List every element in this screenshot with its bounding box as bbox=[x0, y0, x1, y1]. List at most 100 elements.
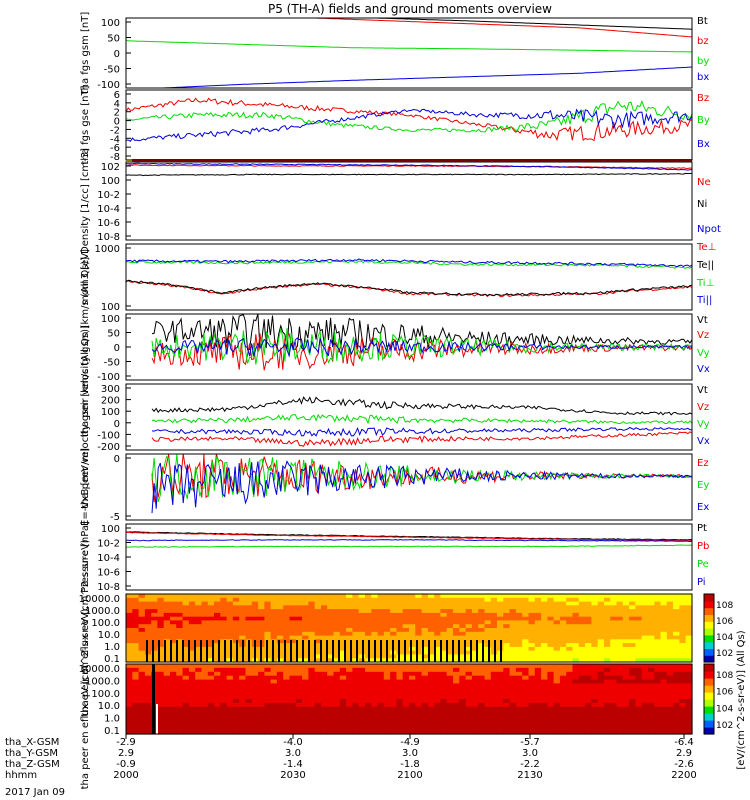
spectrogram-cell bbox=[283, 601, 291, 606]
spectrogram-cell bbox=[465, 691, 473, 696]
spectrogram-cell bbox=[578, 612, 586, 618]
spectrogram-cell bbox=[641, 671, 649, 677]
spectrogram-cell bbox=[673, 646, 680, 652]
spectrogram-cell bbox=[415, 702, 423, 708]
spectrogram-cell bbox=[396, 714, 404, 720]
spectrogram-cell bbox=[616, 702, 624, 708]
spectrogram-cell bbox=[685, 683, 693, 688]
y-axis-label: tha fgs gsm [nT] bbox=[80, 12, 91, 95]
spectrogram-cell bbox=[132, 609, 140, 614]
spectrogram-cell bbox=[170, 664, 177, 669]
spectrogram-cell bbox=[515, 667, 523, 673]
spectrogram-cell bbox=[170, 635, 177, 640]
spectrogram-cell bbox=[559, 718, 567, 723]
spectrogram-cell bbox=[157, 683, 165, 688]
spectrogram-cell bbox=[679, 609, 687, 614]
spectrogram-cell bbox=[597, 718, 605, 723]
spectrogram-cell bbox=[163, 616, 171, 622]
spectrogram-cell bbox=[604, 631, 611, 637]
spectrogram-cell bbox=[654, 675, 662, 681]
spectrogram-cell bbox=[365, 597, 372, 603]
spectrogram-cell bbox=[157, 664, 165, 669]
spectrogram-cell bbox=[591, 714, 599, 720]
spectrogram-cell bbox=[641, 635, 649, 640]
spectrogram-cell bbox=[503, 616, 511, 622]
spectrogram-cell bbox=[648, 710, 655, 716]
spectrogram-cell bbox=[188, 675, 196, 681]
spectrogram-cell bbox=[232, 664, 240, 669]
spectrogram-cell bbox=[446, 654, 454, 659]
spectrogram-cell bbox=[226, 671, 234, 677]
spectrogram-cell bbox=[170, 594, 177, 599]
spectrogram-cell bbox=[289, 594, 297, 599]
y-tick-label: 100 bbox=[101, 407, 120, 418]
spectrogram-cell bbox=[597, 671, 605, 677]
no-data-stripe bbox=[278, 640, 280, 662]
spectrogram-cell bbox=[635, 624, 643, 629]
spectrogram-cell bbox=[547, 605, 555, 610]
spectrogram-cell bbox=[440, 710, 448, 716]
spectrogram-cell bbox=[333, 675, 341, 681]
date-label: 2017 Jan 09 bbox=[5, 787, 65, 798]
spectrogram-cell bbox=[673, 726, 680, 731]
spectrogram-cell bbox=[572, 675, 580, 681]
spectrogram-cell bbox=[339, 706, 347, 712]
spectrogram-cell bbox=[641, 601, 649, 606]
spectrogram-cell bbox=[660, 616, 668, 622]
spectrogram-cell bbox=[610, 687, 618, 692]
spectrogram-cell bbox=[559, 650, 567, 656]
spectrogram-cell bbox=[245, 718, 253, 723]
spectrogram-cell bbox=[629, 594, 636, 599]
spectrogram-cell bbox=[170, 679, 177, 685]
spectrogram-cell bbox=[641, 628, 649, 633]
spectrogram-cell bbox=[251, 597, 259, 603]
spectrogram-cell bbox=[660, 718, 668, 723]
spectrogram-cell bbox=[673, 612, 680, 618]
spectrogram-cell bbox=[497, 695, 504, 700]
spectrogram-cell bbox=[188, 658, 196, 663]
spectrogram-cell bbox=[654, 718, 662, 723]
spectrogram-cell bbox=[666, 620, 674, 625]
spectrogram-cell bbox=[421, 699, 429, 704]
spectrogram-cell bbox=[314, 710, 322, 716]
spectrogram-cell bbox=[232, 597, 240, 603]
spectrogram-cell bbox=[170, 710, 177, 716]
spectrogram-cell bbox=[440, 726, 448, 731]
spectrogram-cell bbox=[402, 631, 410, 637]
spectrogram-cell bbox=[371, 726, 379, 731]
colorbar-segment bbox=[704, 600, 714, 609]
spectrogram-cell bbox=[541, 683, 548, 688]
spectrogram-cell bbox=[559, 687, 567, 692]
spectrogram-cell bbox=[138, 714, 146, 720]
spectrogram-cell bbox=[188, 695, 196, 700]
spectrogram-cell bbox=[553, 646, 561, 652]
spectrogram-cell bbox=[295, 726, 303, 731]
spectrogram-cell bbox=[629, 722, 636, 727]
spectrogram-cell bbox=[610, 667, 618, 673]
spectrogram-cell bbox=[610, 624, 618, 629]
spectrogram-cell bbox=[559, 664, 567, 669]
spectrogram-cell bbox=[534, 616, 542, 622]
spectrogram-cell bbox=[528, 691, 536, 696]
spectrogram-cell bbox=[126, 691, 133, 696]
spectrogram-cell bbox=[465, 730, 473, 735]
no-data-stripe bbox=[266, 640, 268, 662]
spectrogram-cell bbox=[339, 605, 347, 610]
spectrogram-cell bbox=[629, 730, 636, 735]
colorbar-segment bbox=[704, 655, 714, 663]
spectrogram-cell bbox=[276, 635, 284, 640]
spectrogram-cell bbox=[289, 605, 297, 610]
spectrogram-cell bbox=[597, 722, 605, 727]
spectrogram-cell bbox=[289, 635, 297, 640]
spectrogram-cell bbox=[503, 643, 511, 648]
spectrogram-cell bbox=[409, 691, 416, 696]
spectrogram-cell bbox=[648, 646, 655, 652]
spectrogram-cell bbox=[415, 691, 423, 696]
spectrogram-cell bbox=[188, 646, 196, 652]
spectrogram-cell bbox=[497, 605, 504, 610]
y-axis-label: tha peer en eflux eV (cm^2-s-sr-eV) bbox=[80, 609, 91, 790]
spectrogram-cell bbox=[427, 675, 435, 681]
spectrogram-cell bbox=[289, 691, 297, 696]
spectrogram-cell bbox=[201, 612, 209, 618]
spectrogram-cell bbox=[478, 710, 486, 716]
